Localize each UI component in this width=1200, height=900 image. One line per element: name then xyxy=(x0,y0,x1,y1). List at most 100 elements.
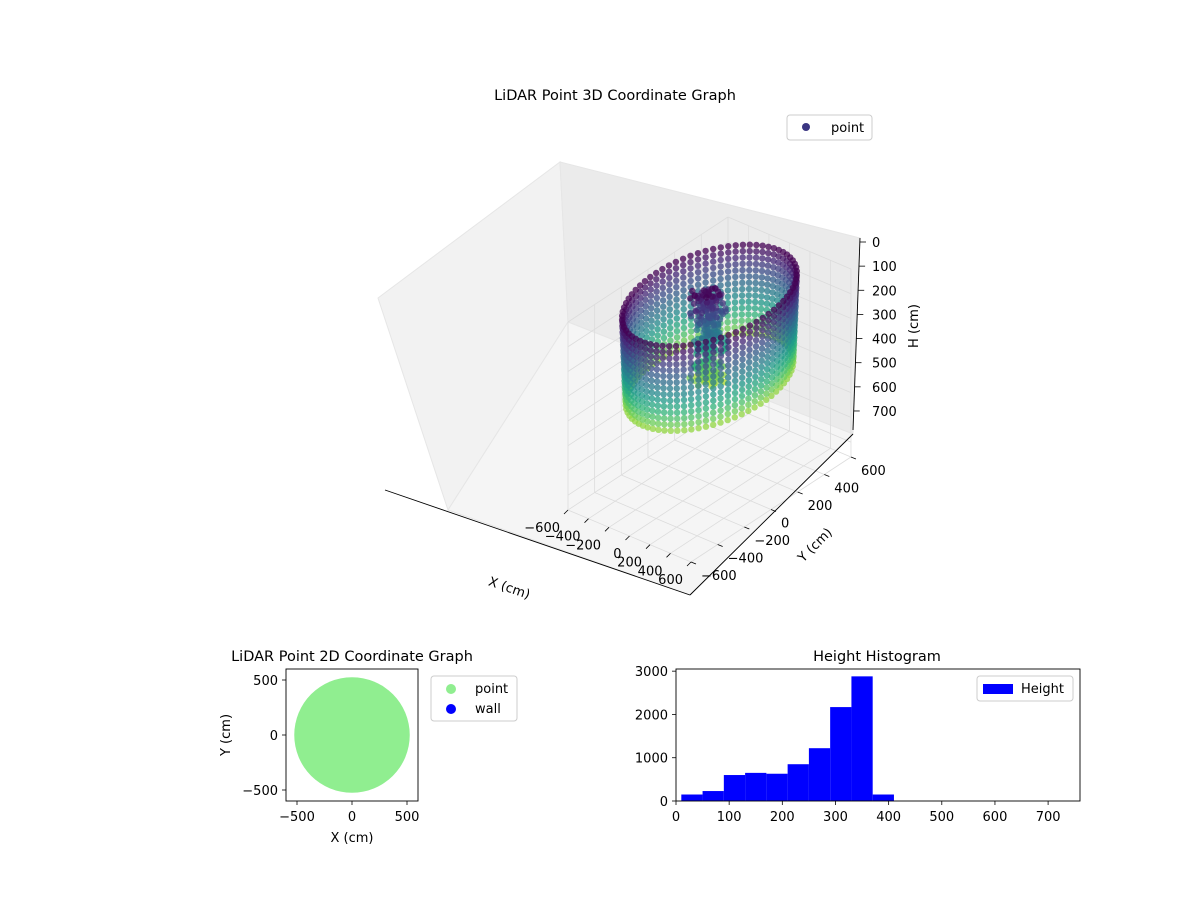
data-point xyxy=(752,367,759,374)
data-point xyxy=(751,305,759,312)
data-point xyxy=(654,313,661,320)
data-point xyxy=(732,365,739,372)
y-tick-label: 3000 xyxy=(635,665,668,680)
x-tick-label: 0 xyxy=(672,810,680,825)
data-point xyxy=(653,348,660,355)
data-point xyxy=(731,389,739,397)
data-point xyxy=(725,249,732,256)
data-point xyxy=(717,352,725,360)
data-point xyxy=(638,380,645,387)
data-point xyxy=(672,258,680,266)
x-axis-label-2d: X (cm) xyxy=(331,831,374,846)
data-point xyxy=(659,284,666,292)
x-tick-label: 400 xyxy=(638,564,663,579)
data-point xyxy=(739,362,746,369)
data-point xyxy=(763,396,770,403)
data-point xyxy=(745,377,753,384)
chart-2d: LiDAR Point 2D Coordinate Graph −500 0 500… xyxy=(219,649,518,846)
data-point xyxy=(647,347,654,354)
data-point xyxy=(738,392,746,400)
data-point xyxy=(745,371,753,378)
data-point xyxy=(654,402,662,409)
legend-label-height: Height xyxy=(1021,682,1064,697)
data-point xyxy=(758,369,765,377)
data-point xyxy=(666,379,674,386)
grid-line xyxy=(701,422,825,475)
data-point xyxy=(746,340,753,347)
data-point xyxy=(710,361,717,368)
data-point xyxy=(660,409,668,416)
data-point xyxy=(725,261,732,269)
data-point xyxy=(710,421,717,428)
data-point xyxy=(746,254,753,261)
data-point xyxy=(725,338,732,345)
data-point xyxy=(687,271,694,278)
legend-label-wall: wall xyxy=(475,702,501,717)
data-point xyxy=(758,357,765,364)
data-point xyxy=(666,349,673,356)
chart-2d-title: LiDAR Point 2D Coordinate Graph xyxy=(231,649,473,665)
data-point xyxy=(642,357,649,365)
data-point xyxy=(759,261,766,268)
data-point xyxy=(687,277,694,285)
legend-2d: point wall xyxy=(430,675,518,722)
data-point xyxy=(673,290,680,297)
data-point xyxy=(694,250,702,257)
z-tick-label: 400 xyxy=(872,333,897,348)
data-point xyxy=(660,391,667,398)
data-point xyxy=(661,415,668,422)
point-cloud xyxy=(618,241,800,434)
data-point xyxy=(732,341,739,348)
data-point xyxy=(653,372,661,379)
data-point xyxy=(739,356,746,363)
data-point xyxy=(680,293,687,300)
data-point xyxy=(653,342,660,349)
data-point xyxy=(709,293,716,300)
legend-3d: point xyxy=(786,114,873,141)
data-point xyxy=(654,332,661,339)
y-tick-label: −500 xyxy=(242,784,278,799)
data-point xyxy=(739,273,746,280)
data-point xyxy=(673,373,680,380)
data-point xyxy=(688,408,695,415)
y-tick-label: 400 xyxy=(834,481,859,496)
data-point xyxy=(745,279,753,286)
data-point xyxy=(673,367,680,374)
data-point xyxy=(710,258,717,265)
data-point xyxy=(758,293,765,300)
data-point xyxy=(746,266,753,274)
data-point xyxy=(649,425,657,432)
legend-label-point: point xyxy=(475,682,508,697)
data-point xyxy=(653,282,660,289)
data-point xyxy=(667,397,674,404)
data-point xyxy=(739,344,746,351)
data-point xyxy=(687,310,694,317)
data-point xyxy=(763,294,771,301)
data-point xyxy=(765,323,772,330)
z-tick-label: 0 xyxy=(872,236,880,251)
data-point xyxy=(643,381,650,389)
data-point xyxy=(673,315,680,322)
data-point xyxy=(636,282,644,289)
data-point xyxy=(702,247,709,255)
data-point xyxy=(724,293,732,300)
data-point xyxy=(746,241,753,248)
data-point xyxy=(659,354,666,362)
y-tick-label: 500 xyxy=(253,674,278,689)
data-point xyxy=(680,390,688,398)
data-point xyxy=(759,255,766,262)
data-point xyxy=(770,318,777,326)
data-point xyxy=(732,248,739,255)
data-point xyxy=(763,390,770,397)
data-point xyxy=(706,314,713,322)
plot-frame-hist xyxy=(675,668,1081,802)
data-point xyxy=(724,380,732,387)
data-point xyxy=(768,386,775,393)
data-point xyxy=(739,254,746,261)
histogram-bar xyxy=(851,676,873,801)
data-point xyxy=(701,326,708,333)
data-point xyxy=(694,275,702,282)
data-point xyxy=(769,282,776,290)
data-point xyxy=(643,394,650,401)
data-point xyxy=(722,308,729,315)
